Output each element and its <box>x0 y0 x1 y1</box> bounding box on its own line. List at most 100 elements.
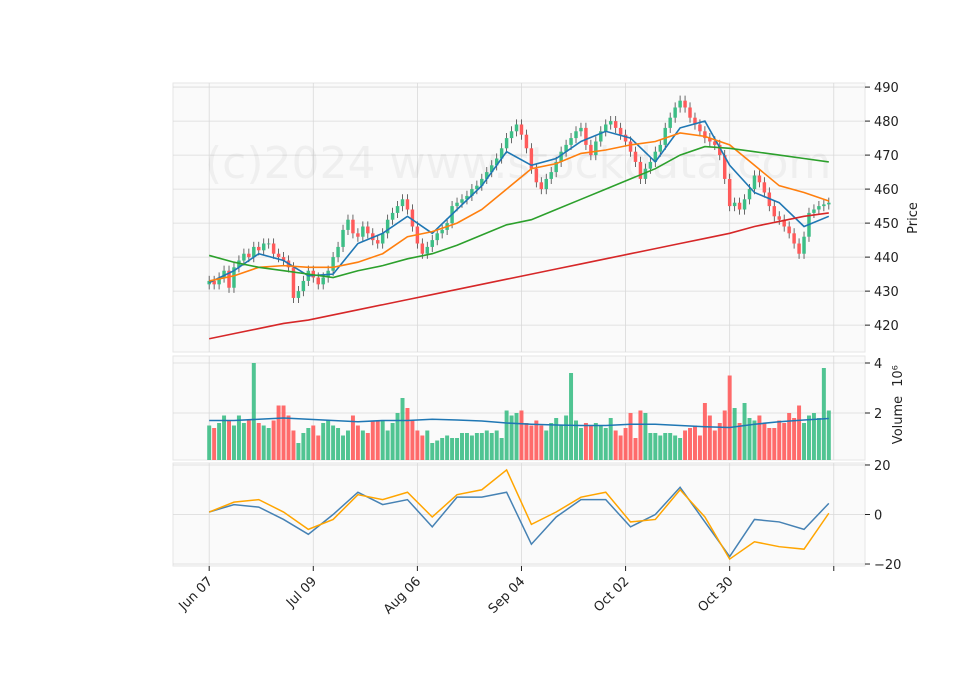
volume-bar <box>564 415 569 460</box>
volume-bar <box>658 435 663 460</box>
candle-body <box>494 158 499 166</box>
volume-bar <box>777 420 782 460</box>
volume-bar <box>222 415 227 460</box>
candle-body <box>266 243 271 245</box>
candle-body <box>633 151 638 162</box>
volume-bar <box>385 430 390 460</box>
volume-bar <box>370 420 375 460</box>
candle-body <box>430 240 434 247</box>
volume-bar <box>469 435 474 460</box>
volume-bar <box>494 430 499 460</box>
volume-bar <box>236 415 241 460</box>
candle-body <box>257 246 261 251</box>
y-axis-label: Volume <box>891 396 906 444</box>
volume-bar <box>291 430 296 460</box>
volume-bar <box>732 408 737 460</box>
volume-bar <box>316 435 321 460</box>
volume-bar <box>707 415 712 460</box>
candle-body <box>410 209 415 227</box>
candle-body <box>797 243 801 254</box>
candle-body <box>519 124 524 135</box>
y-tick-label: 430 <box>874 285 899 300</box>
volume-bar <box>499 438 504 460</box>
volume-bar <box>737 423 742 460</box>
candle-body <box>514 124 519 132</box>
volume-bar <box>504 410 509 460</box>
candle-body <box>817 206 821 210</box>
volume-bar <box>464 433 469 460</box>
volume-bar <box>618 435 623 460</box>
x-tick-label: Oct 30 <box>695 574 736 615</box>
volume-bar <box>722 410 727 460</box>
candle-body <box>400 199 405 207</box>
volume-bar <box>524 423 529 460</box>
volume-bar <box>435 440 440 460</box>
volume-bar <box>380 420 385 460</box>
candle-body <box>752 175 757 190</box>
candle-body <box>380 233 385 244</box>
volume-bar <box>792 418 797 460</box>
y-tick-label: −20 <box>874 558 901 573</box>
candle-body <box>321 277 325 285</box>
candle-body <box>693 117 697 125</box>
candle-body <box>589 144 593 156</box>
y-tick-label: 4 <box>874 357 882 372</box>
candle-body <box>490 165 494 173</box>
candle-body <box>480 178 484 186</box>
volume-bar <box>692 425 697 460</box>
candle-body <box>648 161 653 169</box>
candle-body <box>509 131 514 139</box>
candle-body <box>628 141 633 152</box>
candle-body <box>802 236 806 254</box>
candle-body <box>549 172 553 179</box>
candle-body <box>822 204 826 207</box>
volume-bar <box>782 423 787 460</box>
candle-body <box>440 229 444 234</box>
volume-bar <box>826 410 831 460</box>
candle-body <box>296 291 301 298</box>
y-tick-label: 0 <box>874 509 882 524</box>
candle-body <box>465 195 469 200</box>
volume-bar <box>360 430 365 460</box>
y-tick-label: 440 <box>874 251 899 266</box>
volume-bar <box>440 438 445 460</box>
candle-body <box>435 233 439 241</box>
candle-body <box>222 270 226 278</box>
candle-body <box>827 202 831 205</box>
axis-offset-label: 10⁶ <box>891 365 906 387</box>
volume-bar <box>807 415 811 460</box>
volume-bar <box>811 413 816 460</box>
volume-bar <box>712 430 717 460</box>
volume-bar <box>405 408 410 460</box>
volume-bar <box>653 433 658 460</box>
candle-body <box>227 270 231 288</box>
candle-body <box>713 141 717 145</box>
volume-bar <box>217 423 222 460</box>
candle-body <box>455 202 459 207</box>
volume-bar <box>638 410 643 460</box>
candle-body <box>812 209 816 213</box>
candle-body <box>341 229 345 247</box>
candle-body <box>559 151 563 162</box>
volume-bar <box>767 428 772 460</box>
volume-bar <box>395 413 400 460</box>
x-tick-label: Jun 07 <box>176 574 216 614</box>
volume-bar <box>296 443 301 460</box>
volume-bar <box>450 438 455 460</box>
volume-bar <box>241 423 246 460</box>
candle-body <box>742 199 747 210</box>
volume-bar <box>697 435 702 460</box>
y-tick-label: 480 <box>874 115 899 130</box>
candle-body <box>703 131 707 139</box>
volume-bar <box>578 428 583 460</box>
volume-bar <box>772 428 777 460</box>
candle-body <box>485 172 489 179</box>
candle-body <box>331 257 335 271</box>
candle-body <box>574 131 578 139</box>
volume-bar <box>479 433 484 460</box>
candle-body <box>351 219 355 234</box>
candle-body <box>772 206 777 217</box>
candle-body <box>475 185 479 190</box>
volume-bar <box>455 438 460 460</box>
volume-bar <box>678 438 683 460</box>
